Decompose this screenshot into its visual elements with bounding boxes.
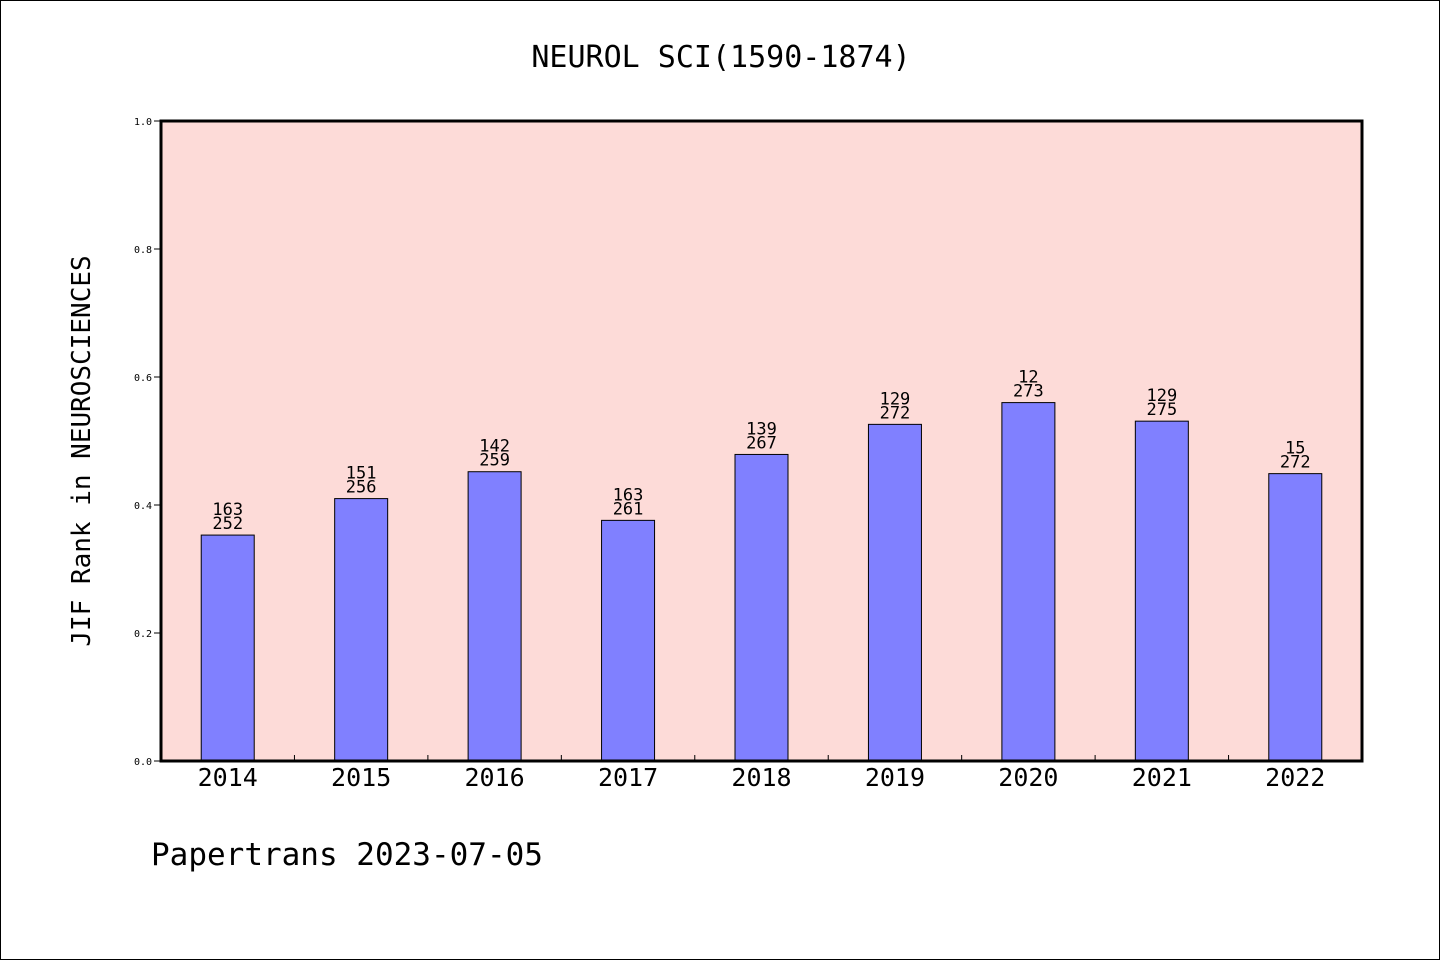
bar-label-rank: 142 [479, 437, 510, 457]
bar-2022 [1268, 473, 1323, 762]
y-tick-label: 0.4 [134, 501, 152, 512]
bar-2015 [334, 498, 389, 762]
bar-label-total: 272 [1280, 453, 1311, 473]
x-tick-label: 2017 [598, 763, 658, 792]
bar-label-total: 252 [212, 514, 243, 534]
bar-2017 [601, 519, 656, 762]
plot-border [159, 119, 1364, 763]
chart-title: NEUROL SCI(1590-1874) [531, 40, 910, 75]
bar-2020 [1001, 402, 1056, 762]
bar-label-rank: 129 [880, 389, 911, 409]
y-axis-label: JIF Rank in NEUROSCIENCES [67, 255, 97, 646]
x-tick-label: 2020 [998, 763, 1058, 792]
y-tick-label: 0.2 [134, 629, 152, 640]
bar-label-rank: 129 [1146, 386, 1177, 406]
bar-labels: 1632522014151256201514225920161632612017… [198, 368, 1326, 792]
x-tick-label: 2014 [198, 763, 258, 792]
bar-label-rank: 163 [212, 500, 243, 520]
bar-2021 [1134, 420, 1189, 762]
bar-label-total: 256 [346, 478, 377, 498]
y-tick-label: 0.0 [134, 757, 152, 768]
bars [200, 402, 1323, 762]
x-tick-label: 2018 [731, 763, 791, 792]
bar-2016 [467, 471, 522, 762]
bar-label-total: 275 [1146, 400, 1177, 420]
bar-label-rank: 12 [1018, 368, 1038, 388]
footer-text: Papertrans 2023-07-05 [151, 837, 543, 873]
bar-label-total: 267 [746, 433, 777, 453]
y-tick-label: 0.6 [134, 373, 152, 384]
y-tick-label: 1.0 [134, 117, 152, 128]
bar-label-rank: 15 [1285, 439, 1305, 459]
y-tick-label: 0.8 [134, 245, 152, 256]
bar-2014 [200, 534, 255, 762]
x-tick-label: 2016 [465, 763, 525, 792]
bar-label-total: 273 [1013, 382, 1044, 402]
bar-2019 [867, 423, 922, 762]
x-tick-label: 2021 [1132, 763, 1192, 792]
bar-label-total: 272 [880, 403, 911, 423]
bar-label-rank: 163 [613, 485, 644, 505]
bar-2018 [734, 453, 789, 762]
bar-label-total: 261 [613, 499, 644, 519]
x-tick-label: 2022 [1265, 763, 1325, 792]
bar-label-rank: 151 [346, 464, 377, 484]
bar-label-total: 259 [479, 451, 510, 471]
bar-label-rank: 139 [746, 419, 777, 439]
x-tick-label: 2019 [865, 763, 925, 792]
x-tick-label: 2015 [331, 763, 391, 792]
